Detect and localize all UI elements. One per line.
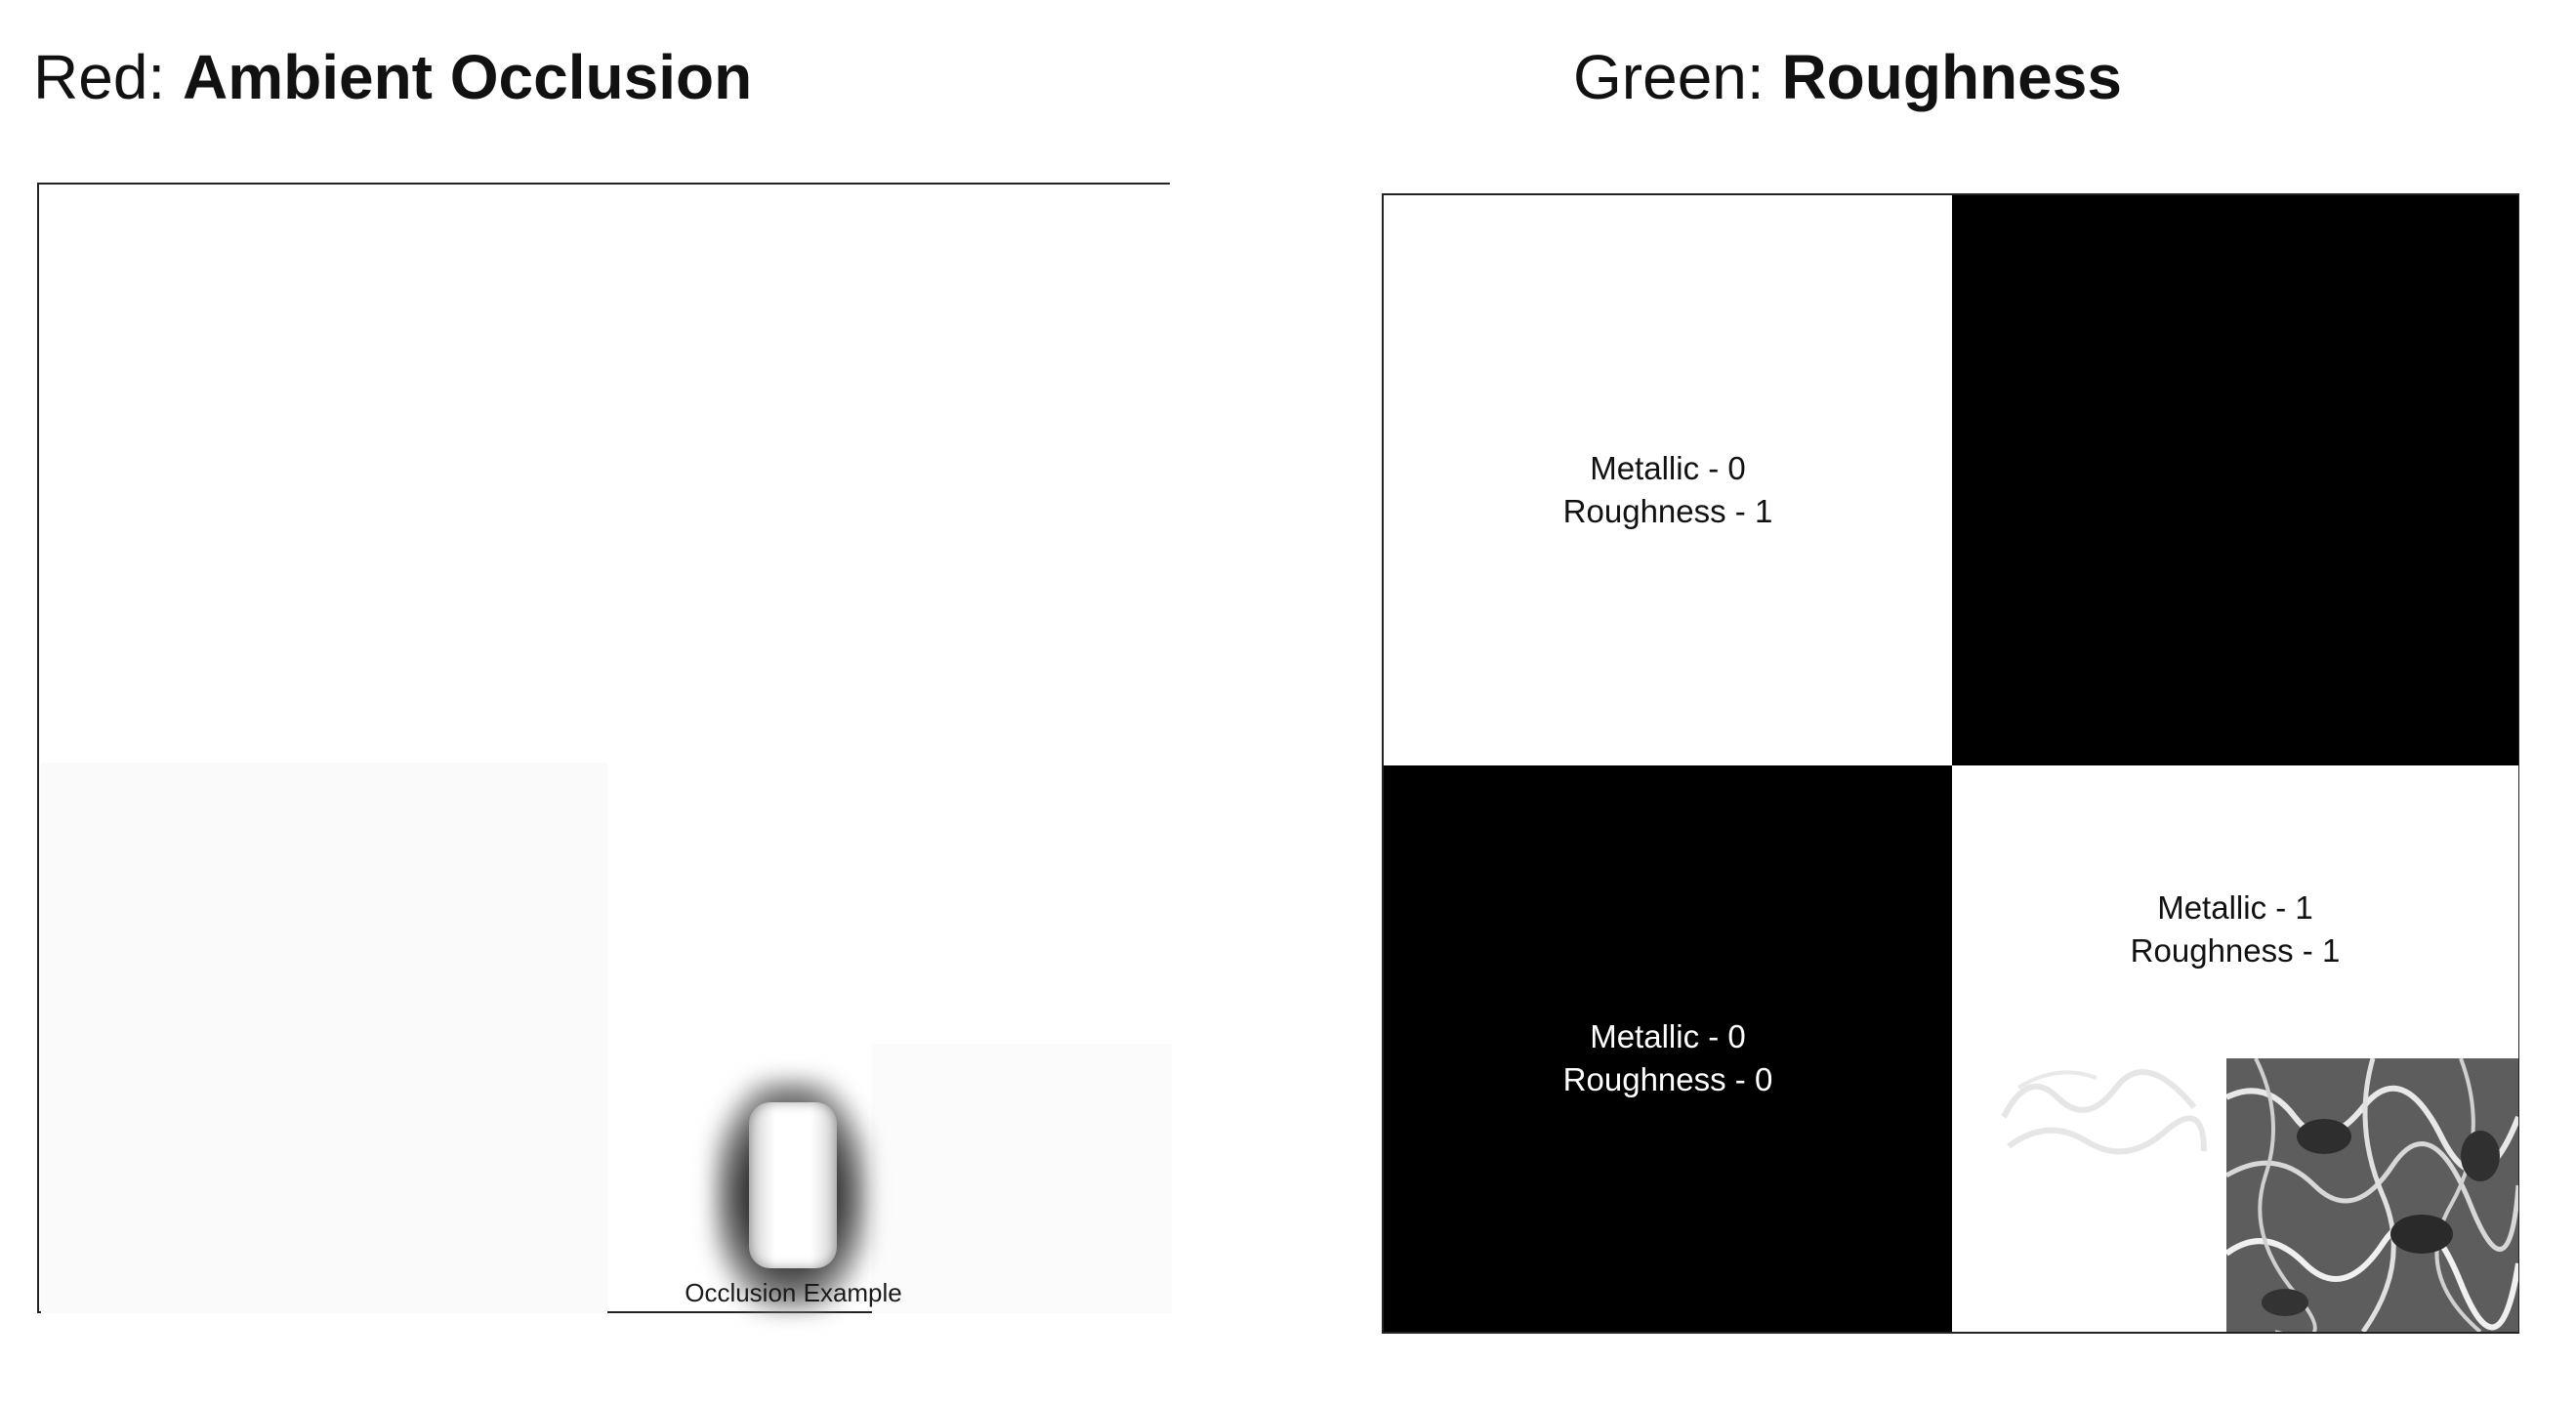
ao-uv-region [872,1044,1172,1313]
heading-channel-prefix: Green: [1573,42,1765,112]
roughness-value: Roughness - 1 [1562,493,1773,529]
heading-map-name: Roughness [1781,42,2122,112]
metallic-value: Metallic - 1 [2157,889,2313,926]
heading-channel-prefix: Red: [33,42,166,112]
quadrant-label: Metallic - 0 Roughness - 1 [1384,447,1952,533]
metallic-value: Metallic - 0 [1590,1018,1746,1054]
quadrant-label: Metallic - 0 Roughness - 0 [1384,1015,1952,1101]
rough-metal-texture [2226,1058,2518,1332]
ambient-occlusion-heading: Red: Ambient Occlusion [33,33,752,121]
occlusion-example-shape [749,1102,837,1268]
metallic-value: Metallic - 0 [1590,450,1746,486]
roughness-heading: Green: Roughness [1573,33,2122,121]
ao-uv-region [41,763,607,1313]
heading-map-name: Ambient Occlusion [182,42,753,112]
quadrant-top-left: Metallic - 0 Roughness - 1 [1384,195,1952,765]
quadrant-bottom-left: Metallic - 0 Roughness - 0 [1384,765,1952,1332]
faint-texture-patch [2001,1069,2207,1155]
roughness-map: Metallic - 0 Roughness - 1 Metallic - 0 … [1382,193,2519,1334]
roughness-value: Roughness - 1 [2130,932,2341,969]
roughness-value: Roughness - 0 [1562,1061,1773,1097]
ambient-occlusion-map: Occlusion Example [37,183,1172,1313]
quadrant-bottom-right: Metallic - 1 Roughness - 1 [1952,765,2518,1332]
quadrant-top-right [1952,195,2518,765]
occlusion-caption: Occlusion Example [685,1278,902,1307]
quadrant-label: Metallic - 1 Roughness - 1 [1952,887,2518,972]
